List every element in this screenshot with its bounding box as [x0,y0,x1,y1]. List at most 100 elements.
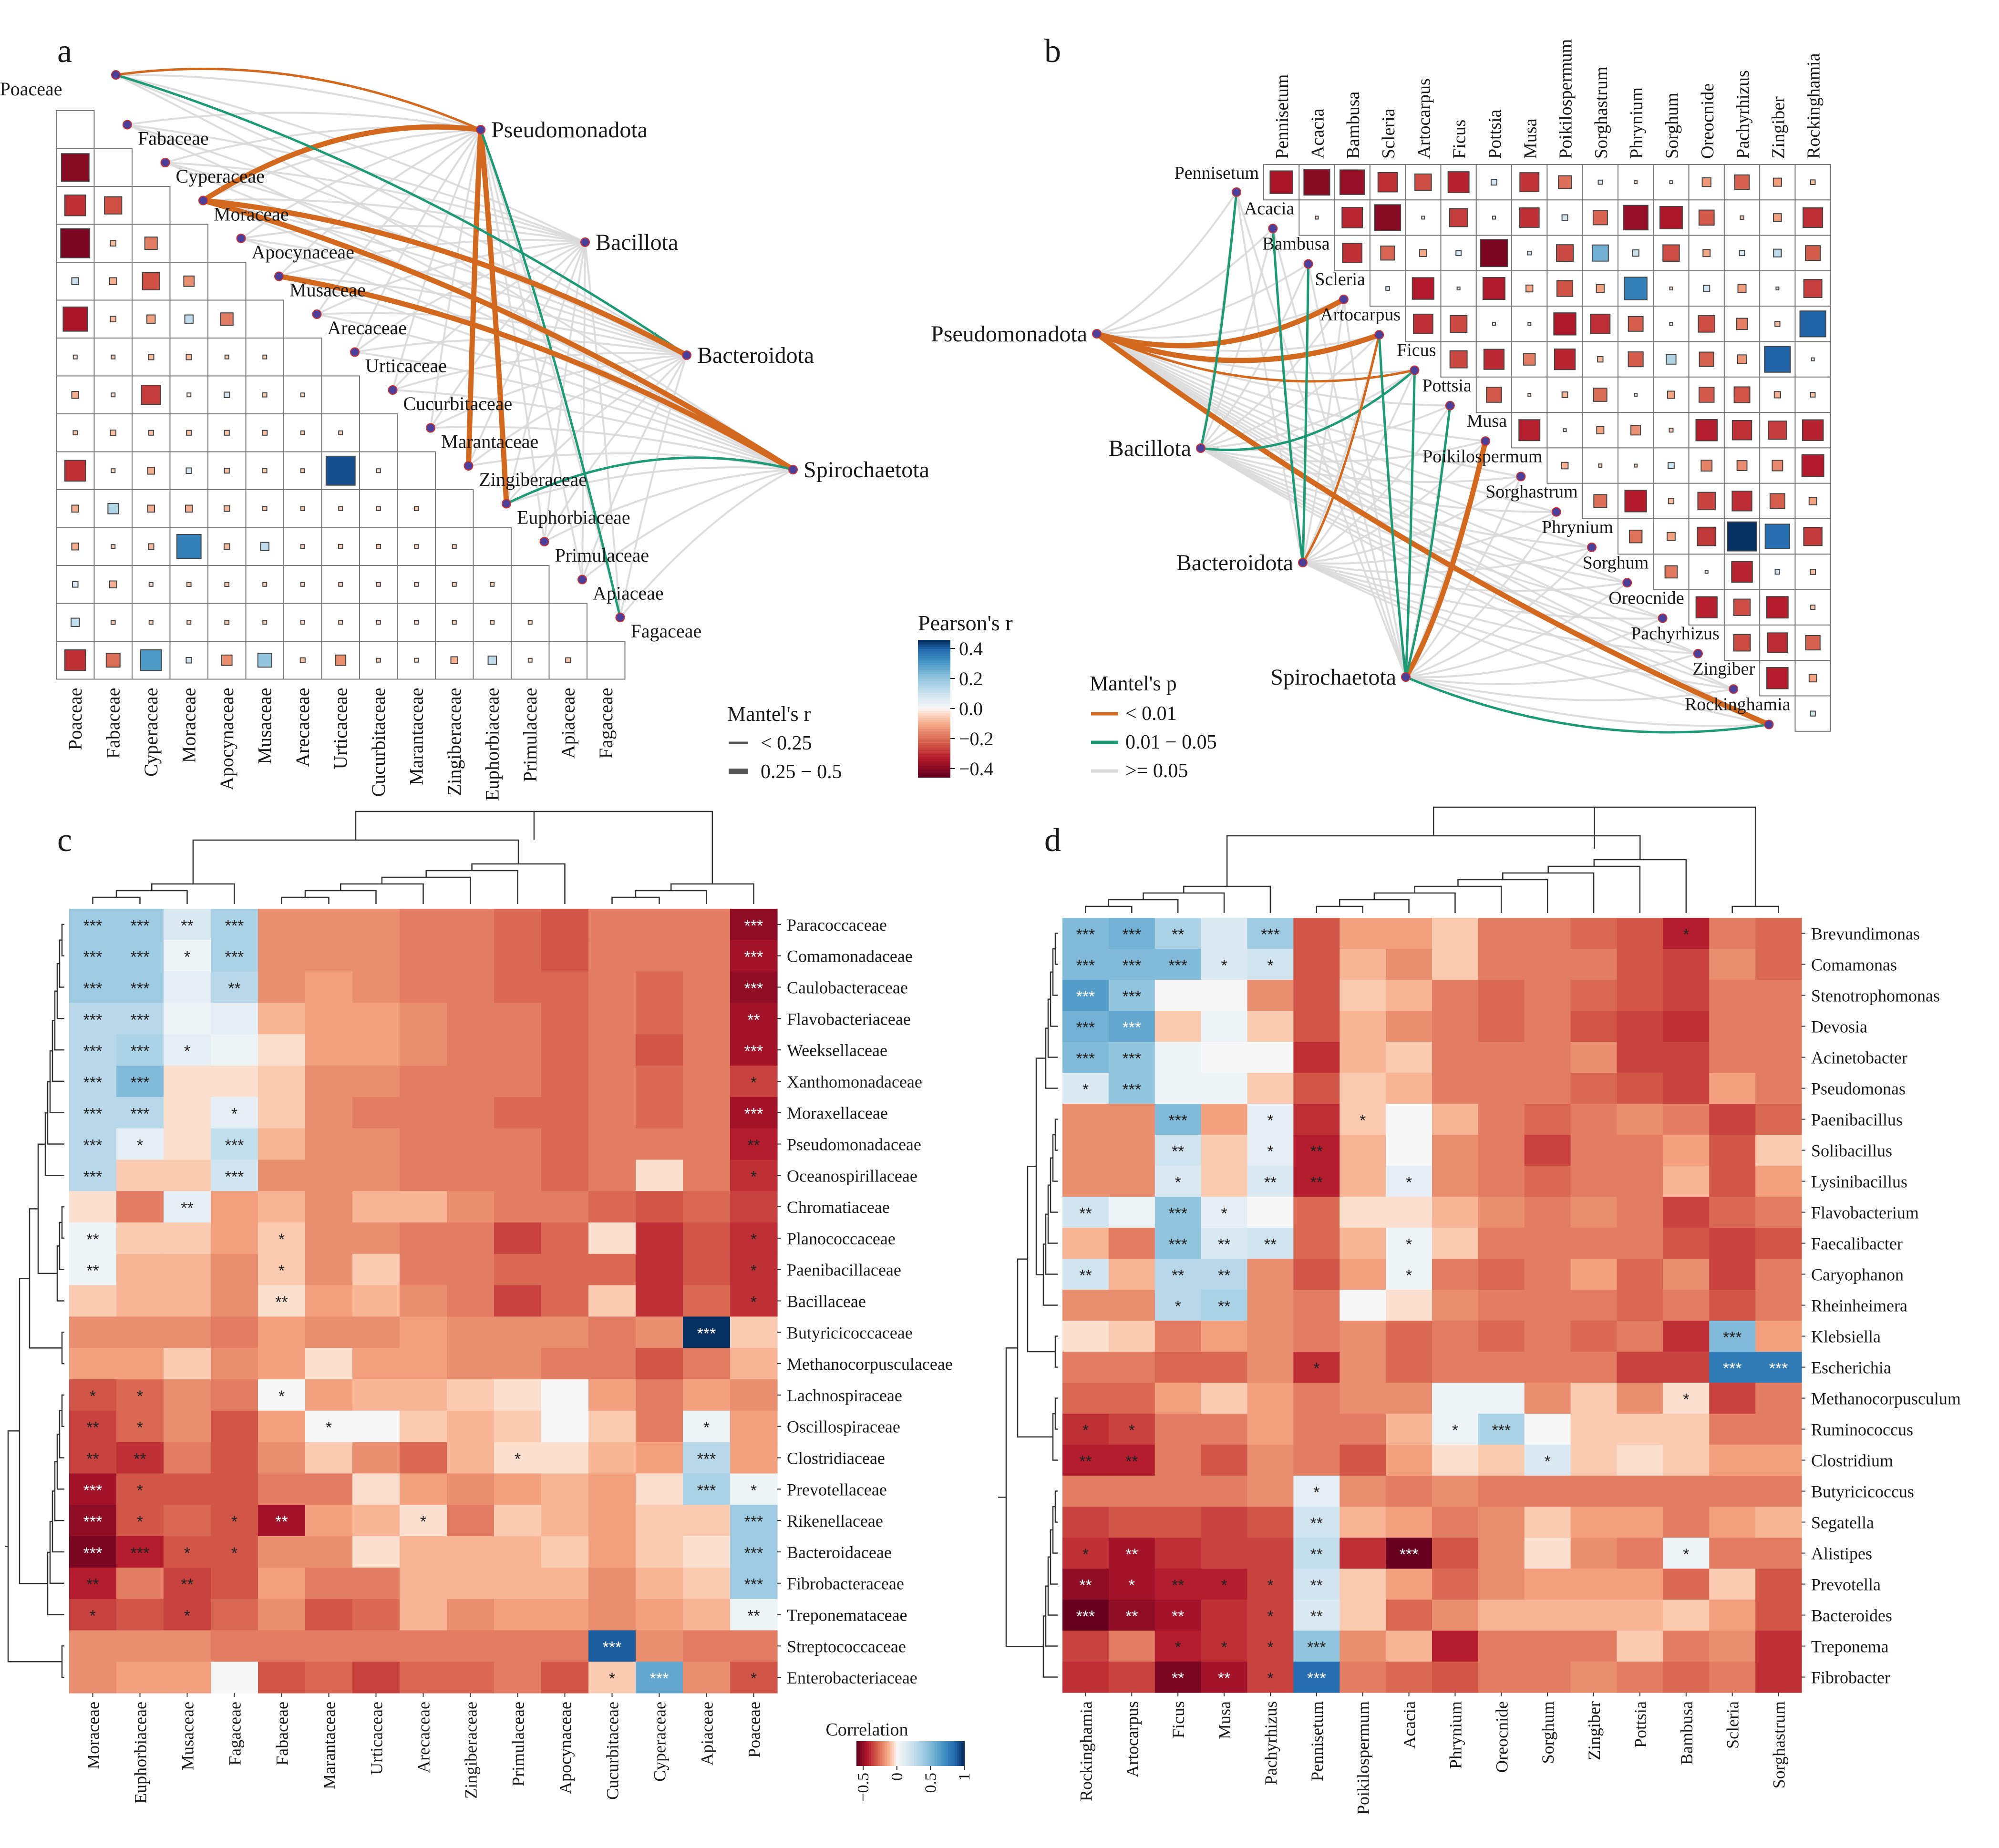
panel-d-cell-methanocorpusculum-musa [1201,1383,1248,1414]
panel-c-cell-oceanospirillaceae-urticaceae [352,1160,400,1191]
panel-d-cell-rheinheimera-bambusa [1663,1290,1710,1321]
panel-d-cell-rheinheimera-acacia [1386,1290,1432,1321]
panel-d-row-label-caryophanon: Caryophanon [1811,1265,1904,1284]
panel-c-cell-moraxellaceae-primulaceae [494,1097,542,1129]
panel-b-cell-phrynium-sorghum [1667,532,1676,541]
panel-d-cell-clostridium-phrynium [1432,1445,1479,1476]
panel-c-cell-xanthomonadaceae-apiaceae [683,1066,731,1098]
pearson-colorbar-segment [918,676,950,679]
panel-c-cell-pseudomonadaceae-arecaceae [400,1128,447,1160]
panel-c-cell-bacteroidaceae-apocynaceae [541,1536,589,1568]
panel-d-cell-escherichia-zingiber [1570,1352,1618,1383]
panel-c-cell-oceanospirillaceae-cyperaceae [636,1160,683,1191]
panel-d-letter: d [1044,822,1061,859]
panel-d-cell-clostridium-musa [1201,1445,1248,1476]
panel-d-cell-treponema-poikilospermum [1340,1631,1386,1662]
panel-d-col-label-sorghum: Sorghum [1538,1701,1557,1764]
panel-a-sig-link-bacteroidota-poaceae [114,73,688,357]
panel-a-cell-euphorbiaceae-arecaceae [300,544,305,549]
pearson-tick-label: 0.4 [959,638,983,659]
panel-c-cell-fibrobacteraceae-marantaceae [305,1567,353,1600]
panel-d-cell-paenibacillus-zingiber [1570,1104,1618,1135]
panel-c-dendro-branch [340,883,424,904]
panel-d-cell-rheinheimera-rockinghamia [1062,1290,1109,1321]
panel-c-sig-clostridiaceae-primulaceae: * [515,1450,521,1468]
panel-b-col-label-ficus: Ficus [1450,120,1470,159]
panel-d-cell-faecalibacter-scleria [1709,1228,1756,1259]
panel-b-sig-link-spirochaetota-musa [1403,438,1488,680]
panel-c-cell-xanthomonadaceae-fabaceae [258,1066,306,1098]
panel-c-cell-paenibacillaceae-moraceae [69,1253,117,1286]
panel-c-cell-chromatiaceae-poaceae [730,1191,778,1223]
correlation-colorbar-segment [955,1741,958,1766]
panel-d-cell-butyricicoccus-acacia [1386,1476,1432,1507]
panel-d-cell-comamonas-musa [1201,949,1248,980]
panel-b-row-label-acacia: Acacia [1244,198,1295,218]
panel-b-col-label-pennisetum: Pennisetum [1272,74,1292,159]
panel-a-sig-link-bacteroidota-moraceae [200,198,690,358]
panel-a-cell-fagaceae-moraceae [185,657,193,664]
panel-b-col-label-pachyrhizus: Pachyrhizus [1733,70,1753,159]
correlation-colorbar-segment [926,1741,929,1766]
panel-c-col-dendrogram [92,811,754,904]
panel-c-row-label-oscillospiraceae: Oscillospiraceae [787,1417,900,1437]
panel-b-cell-sorghastrum-sorghum [1668,498,1675,504]
panel-d-cell-brevundimonas-pottsia [1617,918,1663,949]
panel-d-row-label-comamonas: Comamonas [1811,955,1897,975]
panel-d-cell-treponema-pottsia [1617,1631,1663,1662]
panel-b-cell-pottsia-sorghum [1667,390,1676,399]
panel-b-node-oreocnide [1658,613,1668,623]
panel-b-cell-pennisetum-pachyrhizus [1734,174,1750,190]
panel-a-cell-arecaceae-cyperaceae [147,353,155,360]
panel-c-cell-treponemataceae-fabaceae [258,1599,306,1631]
panel-d-sig-clostridium-rockinghamia: ** [1079,1453,1092,1471]
pearson-colorbar-segment [918,647,950,650]
panel-b-cell-sorghastrum-phrynium [1624,490,1647,513]
panel-c-sig-lachnospiraceae-moraceae: * [90,1387,96,1406]
panel-a-link-spirochaetota-arecaceae [317,313,793,471]
panel-c-cell-bacteroidaceae-musaceae [164,1536,211,1568]
panel-b-cell-scleria-pachyrhizus [1737,284,1747,293]
panel-a-cell-cucurbitaceae-fabaceae [110,429,117,436]
panel-c-cell-lachnospiraceae-zingiberaceae [447,1379,495,1411]
panel-a-row-label-primulaceae: Primulaceae [555,544,649,566]
panel-d-cell-rheinheimera-scleria [1709,1290,1756,1321]
panel-c-cell-butyricicoccaceae-zingiberaceae [447,1316,495,1348]
panel-a-cell-fagaceae-arecaceae [299,657,306,663]
panel-b-cell-pottsia-oreocnide [1698,387,1715,403]
panel-a-cell-cucurbitaceae-musaceae [262,430,268,436]
panel-c-cell-fibrobacteraceae-cucurbitaceae [588,1567,636,1600]
panel-d-cell-solibacillus-sorghastrum [1755,1135,1802,1166]
panel-d-cell-faecalibacter-ficus [1154,1228,1202,1259]
panel-d-row-label-devosia: Devosia [1811,1017,1867,1037]
panel-d-cell-solibacillus-pottsia [1617,1135,1663,1166]
panel-c-sig-bacteroidaceae-fagaceae: * [231,1544,237,1562]
panel-d-cell-faecalibacter-pennisetum [1293,1228,1340,1259]
panel-c-cell-treponemataceae-euphorbiaceae [116,1599,164,1631]
panel-d-cell-devosia-pachyrhizus [1247,1011,1294,1042]
correlation-colorbar-segment [897,1741,900,1766]
panel-d-cell-escherichia-sorghastrum [1755,1352,1802,1383]
panel-b-sig-link-spirochaetota-ficus [1404,369,1416,678]
panel-c-cell-moraxellaceae-musaceae [164,1097,211,1129]
panel-c-cell-weeksellaceae-urticaceae [352,1034,400,1066]
panel-c-sig-oceanospirillaceae-poaceae: * [751,1168,757,1186]
panel-b-cell-acacia-acacia [1315,216,1319,220]
panel-c-cell-caulobacteraceae-arecaceae [400,971,447,1003]
panel-c-cell-clostridiaceae-arecaceae [400,1442,447,1474]
panel-a-cell-moraceae-cyperaceae [144,236,158,250]
panel-c-cell-methanocorpusculaceae-apiaceae [683,1348,731,1380]
correlation-colorbar-segment [896,1741,898,1766]
pearson-colorbar-segment [918,738,950,741]
panel-c-cell-chromatiaceae-marantaceae [305,1191,353,1223]
panel-d-cell-caryophanon-artocarpus [1108,1259,1155,1290]
pearson-colorbar-segment [918,731,950,734]
mantel-r-legend-item-small: < 0.25 [761,732,812,754]
panel-d-cell-ruminococcus-scleria [1709,1414,1756,1445]
panel-b-node-zingiber [1729,684,1739,694]
panel-c-cell-weeksellaceae-moraceae [69,1034,117,1066]
pearson-colorbar-segment [918,710,950,714]
pearson-colorbar-segment [918,766,950,769]
pearson-tick-label: −0.4 [959,758,994,780]
